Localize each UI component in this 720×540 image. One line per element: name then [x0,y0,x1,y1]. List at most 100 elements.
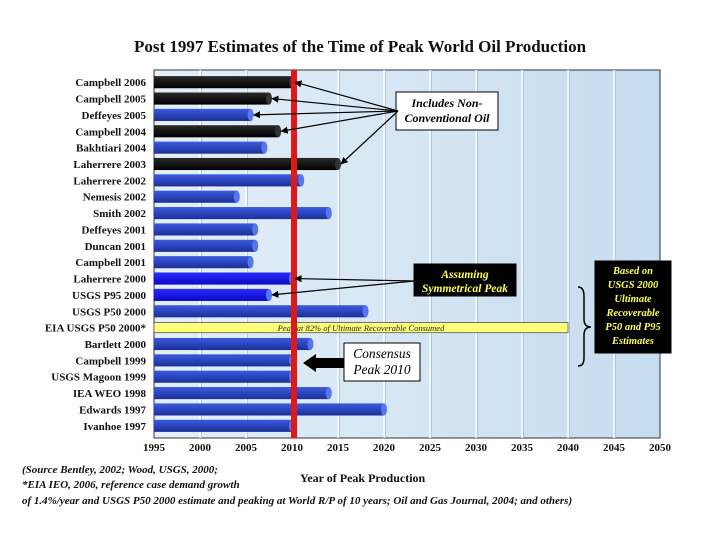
bars: Peak at 82% of Ultimate Recoverable Cons… [153,76,569,432]
x-tick-label: 2010 [281,442,304,454]
category-label: Deffeyes 2005 [82,110,147,122]
usgs-text: USGS 2000 [608,280,659,291]
bar-end-cap [261,141,268,154]
category-label: Laherrere 2003 [73,159,146,171]
bar-end-cap [275,125,282,138]
bar [154,288,269,301]
symmetrical-peak-text: Symmetrical Peak [422,283,508,295]
x-tick-label: 2005 [235,442,258,454]
category-label: Smith 2002 [93,208,146,220]
category-label: USGS P95 2000 [72,290,146,302]
bar-end-cap [381,403,387,416]
x-tick-labels: 1995 2000 2005 2010 2015 2020 2025 2030 2035 2040… [143,442,672,454]
bar [154,419,292,432]
bar-end-cap [298,174,305,187]
x-tick-label: 2040 [557,442,580,454]
non-conventional-arrow [252,110,399,119]
symmetrical-arrow [271,280,415,298]
category-label: Duncan 2001 [85,241,146,253]
x-tick-label: 2035 [511,442,534,454]
consensus-text: Peak 2010 [352,362,411,377]
bar [154,157,338,171]
bar [154,92,269,105]
category-label: Laherrere 2000 [73,274,146,286]
usgs-text: Estimates [611,336,654,347]
usgs-brace [577,286,592,367]
category-label: IEA WEO 1998 [73,388,147,400]
non-conventional-arrow [271,95,399,112]
category-label: Laherrere 2002 [73,175,146,187]
non-conventional-arrow [280,110,399,134]
non-conventional-box [395,91,499,131]
bar [154,141,265,154]
usgs-text: Recoverable [605,308,659,319]
bar-end-cap [233,190,240,203]
category-label: Campbell 2005 [75,94,146,106]
usgs-text: Ultimate [614,294,652,305]
source-note-line-1: (Source Bentley, 2002; Wood, USGS, 2000; [22,464,218,476]
bar [154,223,256,236]
bar [154,125,279,138]
consensus-text: Consensus [353,346,411,361]
category-label: USGS P50 2000 [72,306,146,318]
symmetrical-peak-box [413,263,517,297]
category-label: Campbell 2006 [75,77,146,89]
bar [154,108,251,121]
x-tick-label: 2000 [189,442,212,454]
bar [154,272,292,285]
chart-title: Post 1997 Estimates of the Time of Peak … [133,37,587,56]
non-conventional-arrow [340,110,399,165]
bar-end-cap [252,239,259,252]
bar-end-cap [335,157,341,171]
bar-end-cap [266,288,272,301]
category-label: Bakhtiari 2004 [76,143,146,155]
non-conventional-text: Includes Non- [410,96,482,110]
x-tick-label: 2045 [603,442,626,454]
bar [153,322,569,334]
bar-end-cap [325,207,332,220]
usgs-box [594,260,672,354]
category-label: Bartlett 2000 [85,339,147,351]
usgs-text: Based on [612,266,653,277]
bar-end-cap [247,256,254,269]
bar [154,387,329,400]
bar [154,207,329,220]
bar [154,370,292,383]
bar-end-cap [247,108,254,121]
bar [154,256,251,269]
symmetrical-arrow [294,275,415,283]
category-label: Deffeyes 2001 [82,224,146,236]
category-label: Campbell 1999 [75,355,146,367]
bar [154,305,366,318]
consensus-line [291,70,297,438]
bar-end-cap [252,223,259,236]
x-tick-label: 2025 [419,442,442,454]
x-axis-label: Year of Peak Production [300,471,426,485]
bar [154,403,384,416]
category-label: USGS Magoon 1999 [51,372,146,384]
bar [154,354,292,367]
x-tick-label: 2030 [465,442,488,454]
bar-end-cap [325,387,332,400]
x-tick-label: 2020 [373,442,396,454]
category-labels: Campbell 2006 Campbell 2005 Deffeyes 2005 C… [45,77,147,433]
bar [154,76,292,89]
category-label: EIA USGS P50 2000* [45,323,147,335]
consensus-arrow [303,354,344,372]
category-label: Nemesis 2002 [83,192,147,204]
x-tick-label: 2050 [649,442,672,454]
x-tick-label: 1995 [143,442,166,454]
source-note-line-3: of 1.4%/year and USGS P50 2000 estimate … [22,495,573,507]
category-label: Ivanhoe 1997 [83,421,146,433]
usgs-text: P50 and P95 [605,322,660,333]
annotations: Includes Non-Conventional Oil Assuming Sym… [252,70,672,438]
source-note-line-2: *EIA IEO, 2006, reference case demand gr… [22,479,240,491]
bar [154,174,302,187]
bar-end-cap [307,337,314,351]
non-conventional-arrow [294,80,399,112]
bar [154,190,237,203]
category-label: Campbell 2004 [75,126,146,138]
bar-end-cap [362,305,369,318]
bar-end-cap [266,92,272,105]
